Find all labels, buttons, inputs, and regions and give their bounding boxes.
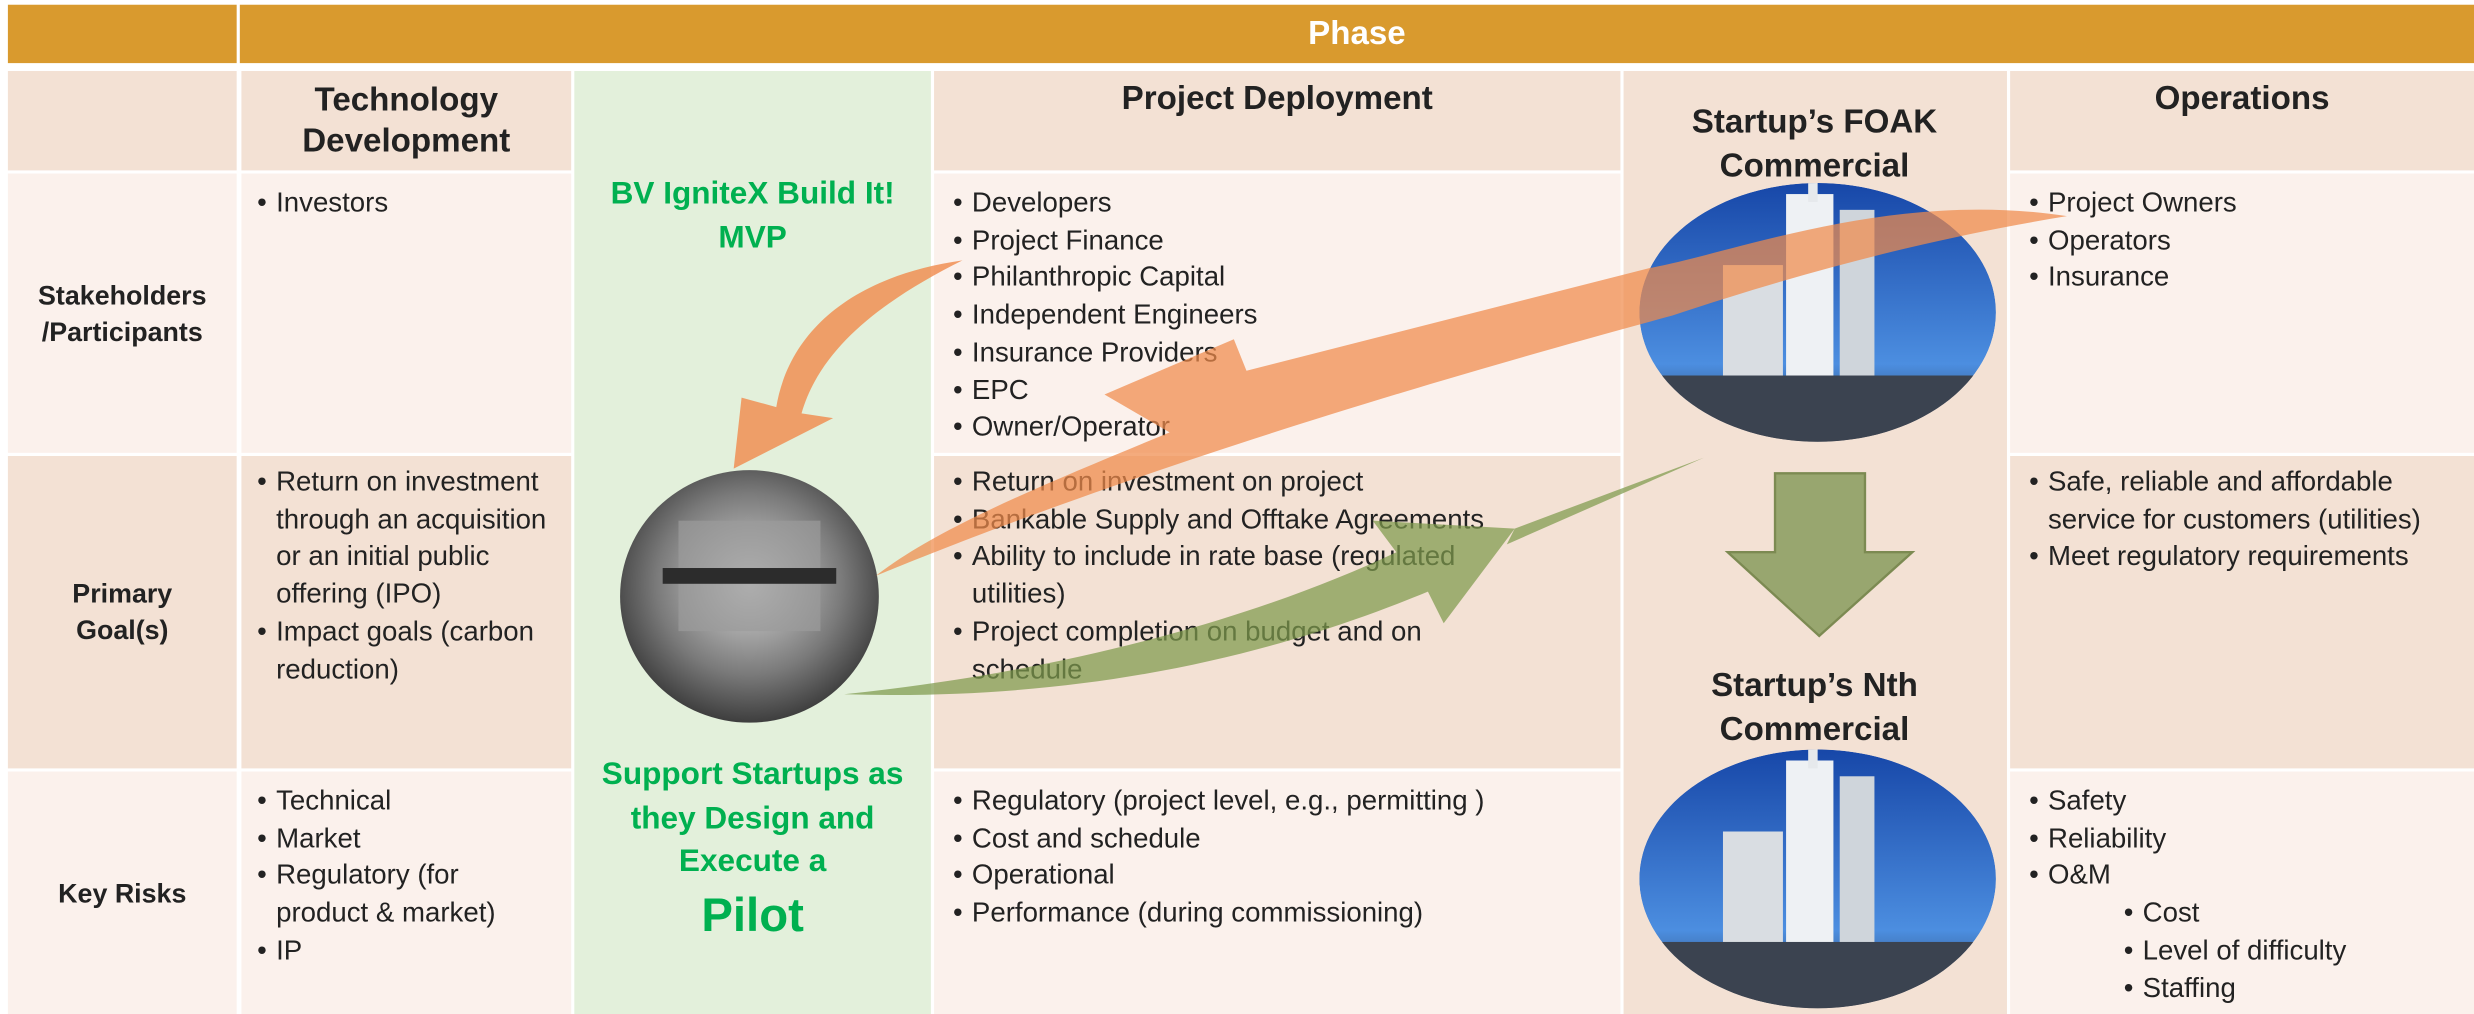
bullet-item: Impact goals (carbon reduction) bbox=[257, 613, 555, 688]
cell: Return on investment through an acquisit… bbox=[241, 455, 572, 769]
bullet-list: Investors bbox=[257, 185, 555, 222]
orange-arrow bbox=[875, 209, 2067, 576]
pilot-image-detail bbox=[662, 568, 837, 584]
header-blank bbox=[7, 4, 237, 64]
row-label: Key Risks bbox=[7, 771, 237, 1014]
bullet-item: Safe, reliable and affordable service fo… bbox=[2029, 464, 2455, 539]
ignitex-subtitle: Support Startups as they Design and Exec… bbox=[584, 754, 922, 947]
bullet-item: Regulatory (for product & market) bbox=[257, 857, 555, 932]
bullet-item: Staffing bbox=[2124, 970, 2455, 1007]
bullet-item: Operational bbox=[953, 857, 1601, 894]
bullet-item: Performance (during commissioning) bbox=[953, 895, 1601, 932]
bullet-item: Technical bbox=[257, 783, 555, 820]
cell: TechnicalMarketRegulatory (for product &… bbox=[241, 771, 572, 1014]
bullet-list: Return on investment through an acquisit… bbox=[257, 464, 555, 688]
row-label-text: Primary Goal(s) bbox=[72, 579, 173, 646]
ignitex-subtitle-text: Support Startups as they Design and Exec… bbox=[601, 757, 904, 879]
bullet-item: Project Owners bbox=[2029, 185, 2455, 222]
bullet-list: Project OwnersOperatorsInsurance bbox=[2029, 185, 2455, 297]
bullet-list: TechnicalMarketRegulatory (for product &… bbox=[257, 783, 555, 970]
cell: Investors bbox=[241, 173, 572, 453]
row-label-text: Key Risks bbox=[58, 878, 187, 909]
column-header: Project Deployment bbox=[934, 71, 1621, 171]
row-label: Primary Goal(s) bbox=[7, 455, 237, 769]
column-header: Technology Development bbox=[241, 71, 572, 171]
row-label-text: Stakeholders /Participants bbox=[38, 280, 207, 347]
bullet-item: IP bbox=[257, 932, 555, 969]
bullet-item: Independent Engineers bbox=[953, 297, 1601, 334]
bullet-list: DevelopersProject FinancePhilanthropic C… bbox=[953, 185, 1601, 447]
bullet-item: Return on investment through an acquisit… bbox=[257, 464, 555, 614]
bullet-item: Operators bbox=[2029, 222, 2455, 259]
phase-header: Phase bbox=[239, 4, 2474, 64]
bullet-item: Philanthropic Capital bbox=[953, 259, 1601, 296]
bullet-item: Safety bbox=[2029, 783, 2455, 820]
bullet-list: Regulatory (project level, e.g., permitt… bbox=[953, 783, 1601, 933]
bullet-item: Developers bbox=[953, 185, 1601, 222]
bullet-item: Insurance Providers bbox=[953, 334, 1601, 371]
bullet-item: Investors bbox=[257, 185, 555, 222]
corner-cell bbox=[7, 71, 237, 171]
bullet-item: Level of difficulty bbox=[2124, 932, 2455, 969]
cell: Project OwnersOperatorsInsurance bbox=[2010, 173, 2474, 453]
bullet-list: SafetyReliabilityO&M bbox=[2029, 783, 2455, 895]
bullet-item: EPC bbox=[953, 372, 1601, 409]
sub-bullet-list: CostLevel of difficultyStaffing bbox=[2029, 895, 2455, 1007]
bullet-item: Cost bbox=[2124, 895, 2455, 932]
orange-arrow bbox=[733, 260, 963, 469]
column-header: Operations bbox=[2010, 71, 2474, 171]
ignitex-title: BV IgniteX Build It! MVP bbox=[610, 176, 895, 255]
nth-title: Startup’s Nth Commercial bbox=[1711, 667, 1918, 748]
bullet-item: O&M bbox=[2029, 857, 2455, 894]
bullet-item: Owner/Operator bbox=[953, 409, 1601, 446]
bullet-item: Meet regulatory requirements bbox=[2029, 539, 2455, 576]
bullet-item: Project Finance bbox=[953, 222, 1601, 259]
bullet-item: Cost and schedule bbox=[953, 820, 1601, 857]
bullet-list: Safe, reliable and affordable service fo… bbox=[2029, 464, 2455, 576]
cell: SafetyReliabilityO&MCostLevel of difficu… bbox=[2010, 771, 2474, 1014]
nth-image bbox=[1639, 749, 1996, 1009]
down-arrow bbox=[1724, 472, 1916, 638]
cell: Regulatory (project level, e.g., permitt… bbox=[934, 771, 1621, 1014]
cell: Safe, reliable and affordable service fo… bbox=[2010, 455, 2474, 769]
ignitex-emphasis: Pilot bbox=[701, 889, 804, 942]
bullet-item: Reliability bbox=[2029, 820, 2455, 857]
row-label: Stakeholders /Participants bbox=[7, 173, 237, 453]
bullet-item: Market bbox=[257, 820, 555, 857]
bullet-item: Insurance bbox=[2029, 259, 2455, 296]
green-arrow bbox=[844, 457, 1705, 695]
bullet-item: Regulatory (project level, e.g., permitt… bbox=[953, 783, 1601, 820]
foak-title: Startup’s FOAK Commercial bbox=[1691, 104, 1938, 185]
